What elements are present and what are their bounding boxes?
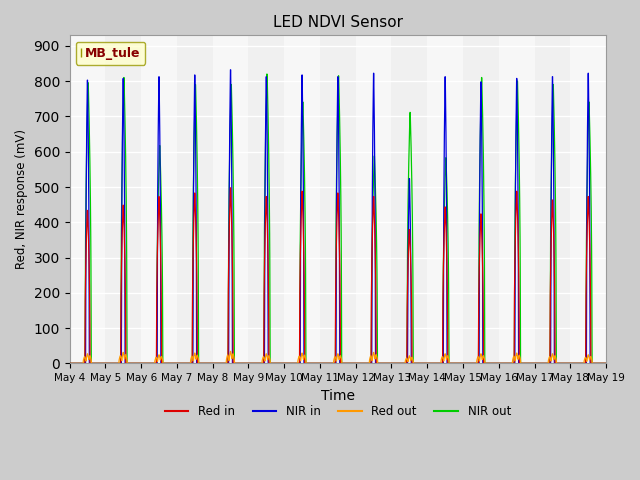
Red out: [227, 348, 234, 354]
Title: LED NDVI Sensor: LED NDVI Sensor: [273, 15, 403, 30]
NIR out: [66, 360, 74, 366]
NIR in: [66, 360, 74, 366]
Red in: [602, 360, 610, 366]
NIR out: [127, 360, 134, 366]
Red out: [66, 360, 74, 366]
NIR out: [602, 360, 610, 366]
Red out: [295, 354, 303, 360]
NIR in: [534, 360, 541, 366]
NIR in: [227, 67, 234, 72]
Red in: [159, 360, 166, 366]
Red out: [602, 360, 610, 366]
NIR in: [592, 360, 600, 366]
Red out: [534, 360, 541, 366]
Bar: [570, 36, 606, 363]
Red in: [295, 360, 303, 366]
Bar: [428, 36, 463, 363]
Red in: [66, 360, 74, 366]
Bar: [141, 36, 177, 363]
NIR out: [272, 360, 280, 366]
NIR out: [295, 360, 303, 366]
NIR in: [159, 360, 166, 366]
Bar: [212, 36, 248, 363]
Red out: [592, 360, 600, 366]
NIR out: [159, 323, 166, 329]
Line: Red in: Red in: [70, 188, 606, 363]
Red in: [127, 360, 134, 366]
Line: Red out: Red out: [70, 351, 606, 363]
Line: NIR out: NIR out: [70, 74, 606, 363]
Red in: [227, 185, 234, 191]
Red in: [592, 360, 600, 366]
Y-axis label: Red, NIR response (mV): Red, NIR response (mV): [15, 129, 28, 269]
Bar: [499, 36, 534, 363]
NIR in: [295, 360, 303, 366]
Red in: [534, 360, 541, 366]
Legend: Red in, NIR in, Red out, NIR out: Red in, NIR in, Red out, NIR out: [160, 401, 516, 423]
Red out: [127, 360, 134, 366]
X-axis label: Time: Time: [321, 389, 355, 403]
NIR in: [272, 360, 280, 366]
Line: NIR in: NIR in: [70, 70, 606, 363]
Bar: [70, 36, 106, 363]
NIR in: [602, 360, 610, 366]
Red out: [159, 357, 166, 363]
NIR out: [263, 71, 271, 77]
Red in: [272, 360, 280, 366]
Red out: [272, 360, 280, 366]
Bar: [356, 36, 392, 363]
Bar: [284, 36, 320, 363]
NIR out: [592, 360, 600, 366]
NIR in: [127, 360, 134, 366]
NIR out: [534, 360, 541, 366]
